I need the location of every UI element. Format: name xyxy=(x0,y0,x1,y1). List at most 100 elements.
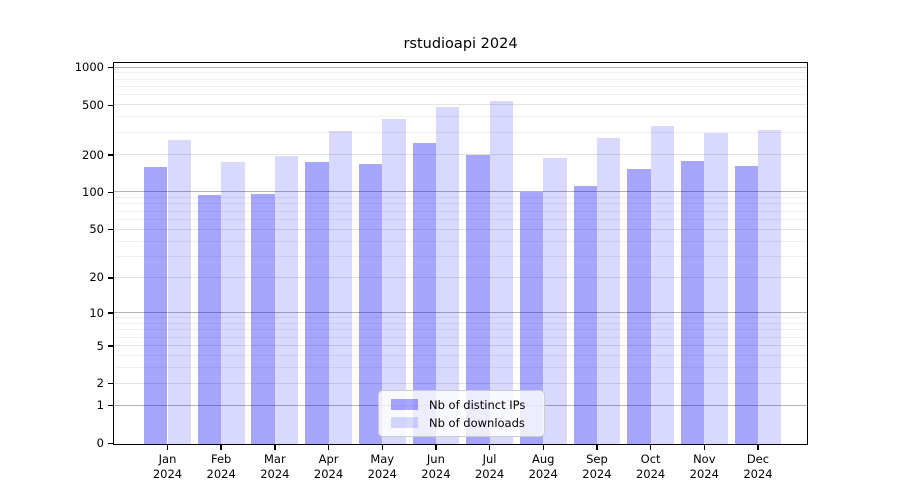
x-axis-tick xyxy=(703,445,705,450)
x-tick-year: 2024 xyxy=(635,466,666,481)
x-axis-tick xyxy=(220,445,222,450)
y-axis-tick xyxy=(107,405,114,407)
bar-downloads-feb xyxy=(221,161,245,444)
minor-gridline xyxy=(114,276,807,278)
x-axis-tick xyxy=(166,445,169,450)
x-tick-label: Feb 2024 xyxy=(189,452,253,482)
y-axis-tick xyxy=(107,312,114,314)
bar-downloads-jan xyxy=(167,140,191,444)
y-tick-label: 50 xyxy=(89,222,104,237)
major-gridline xyxy=(114,191,807,193)
y-tick-label: 10 xyxy=(89,305,104,320)
x-tick-label: Sep 2024 xyxy=(565,452,629,482)
y-tick-label: 1 xyxy=(96,398,104,413)
y-tick-label: 5 xyxy=(96,338,104,353)
x-axis-tick xyxy=(596,445,598,450)
y-tick-label: 0 xyxy=(96,436,104,450)
bar-ips-oct xyxy=(627,169,651,444)
x-tick-month: Sep xyxy=(586,451,608,466)
bar-ips-jun xyxy=(412,142,436,444)
x-tick-year: 2024 xyxy=(152,466,183,481)
bar-downloads-mar xyxy=(274,155,299,444)
y-tick-label: 100 xyxy=(82,184,104,199)
x-axis-tick xyxy=(542,445,544,450)
bar-downloads-aug xyxy=(543,157,567,444)
x-tick-month: Apr xyxy=(318,451,339,466)
minor-gridline xyxy=(114,210,807,212)
minor-gridline xyxy=(114,322,807,324)
x-tick-year: 2024 xyxy=(421,466,451,481)
minor-gridline xyxy=(114,116,807,118)
minor-gridline xyxy=(114,228,807,230)
y-tick-label: 1000 xyxy=(74,60,104,75)
x-tick-label: Aug 2024 xyxy=(511,452,575,482)
y-axis-tick xyxy=(107,191,114,194)
legend-item-distinct-ips: Nb of distinct IPs xyxy=(391,398,544,412)
bar-ips-nov xyxy=(680,161,705,444)
bar-ips-feb xyxy=(197,195,222,444)
bar-downloads-nov xyxy=(704,132,728,444)
minor-gridline xyxy=(114,197,807,199)
minor-gridline xyxy=(114,132,807,134)
x-tick-month: Aug xyxy=(532,451,555,466)
x-axis-tick xyxy=(757,445,759,450)
bar-downloads-jul xyxy=(489,101,513,444)
x-axis-tick xyxy=(488,445,491,450)
minor-gridline xyxy=(114,218,807,220)
minor-gridline xyxy=(114,367,807,369)
bar-ips-sep xyxy=(573,186,597,444)
bar-downloads-may xyxy=(382,119,406,444)
x-tick-month: Nov xyxy=(693,451,716,466)
minor-gridline xyxy=(114,94,807,96)
bar-downloads-oct xyxy=(650,125,674,444)
y-axis-tick xyxy=(107,345,114,347)
x-tick-year: 2024 xyxy=(313,466,344,481)
bar-ips-may xyxy=(358,164,383,444)
x-tick-month: Jan xyxy=(158,451,177,466)
legend-label-downloads: Nb of downloads xyxy=(429,415,525,430)
x-axis-tick xyxy=(649,445,652,450)
bar-downloads-dec xyxy=(757,130,782,444)
x-tick-label: Jul 2024 xyxy=(458,452,522,482)
legend-item-downloads: Nb of downloads xyxy=(391,416,544,430)
x-axis-tick xyxy=(327,445,330,450)
x-tick-month: Jun xyxy=(426,451,445,466)
x-tick-year: 2024 xyxy=(689,466,719,481)
x-axis-tick xyxy=(435,445,437,450)
minor-gridline xyxy=(114,382,807,384)
x-tick-label: Nov 2024 xyxy=(672,452,736,482)
legend: Nb of distinct IPs Nb of downloads xyxy=(378,390,545,437)
minor-gridline xyxy=(114,354,807,356)
bar-ips-aug xyxy=(519,192,544,444)
minor-gridline xyxy=(114,329,807,331)
x-tick-month: Mar xyxy=(264,451,286,466)
bar-ips-dec xyxy=(734,166,758,444)
bar-downloads-jun xyxy=(435,107,460,444)
bar-ips-apr xyxy=(305,162,329,444)
bar-ips-mar xyxy=(251,194,275,444)
y-axis-tick xyxy=(107,442,114,445)
y-tick-label: 20 xyxy=(89,270,104,285)
y-axis-tick xyxy=(107,154,114,156)
x-tick-label: Dec 2024 xyxy=(726,452,790,482)
y-tick-label: 500 xyxy=(82,97,104,112)
y-axis-tick xyxy=(107,383,114,385)
y-axis-tick xyxy=(107,228,114,231)
x-tick-year: 2024 xyxy=(260,466,290,481)
x-tick-month: Feb xyxy=(210,451,232,466)
y-tick-label: 2 xyxy=(96,376,104,391)
x-tick-month: May xyxy=(370,451,395,466)
x-tick-label: Oct 2024 xyxy=(619,452,683,482)
y-tick-label: 200 xyxy=(82,147,104,162)
minor-gridline xyxy=(114,86,807,88)
minor-gridline xyxy=(114,203,807,205)
minor-gridline xyxy=(114,345,807,347)
legend-swatch-downloads-icon xyxy=(391,417,418,428)
bar-downloads-apr xyxy=(328,130,352,444)
plot-area xyxy=(114,63,807,444)
y-axis-tick xyxy=(107,66,114,69)
x-tick-label: Apr 2024 xyxy=(297,452,361,482)
x-tick-month: Dec xyxy=(746,451,770,466)
x-tick-year: 2024 xyxy=(206,466,236,481)
